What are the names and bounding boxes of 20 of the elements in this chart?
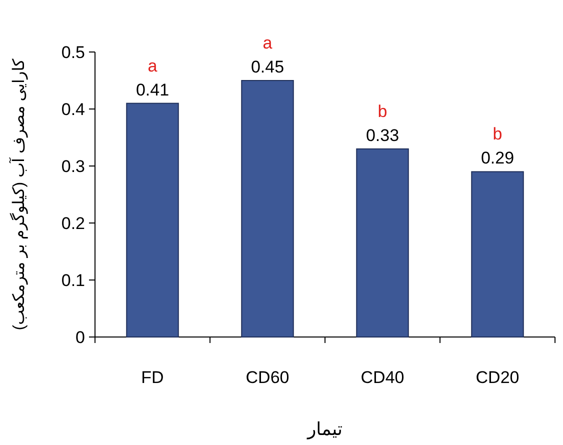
- x-tick-label: CD20: [476, 368, 520, 387]
- annotation: a: [148, 56, 158, 76]
- y-tick-label: 0.5: [61, 43, 85, 62]
- y-tick-label: 0.2: [61, 214, 85, 233]
- y-tick-label: 0: [76, 328, 85, 347]
- x-axis-title: تیمار: [306, 419, 343, 440]
- data-label: 0.29: [480, 148, 514, 168]
- data-label: 0.33: [366, 126, 400, 145]
- y-tick-label: 0.1: [61, 271, 85, 290]
- y-tick-label: 0.4: [61, 100, 85, 119]
- y-tick-label: 0.3: [61, 157, 85, 176]
- annotation: a: [262, 34, 273, 52]
- data-label: 0.41: [136, 80, 170, 100]
- x-tick-label: FD: [141, 368, 164, 387]
- annotation: b: [378, 102, 388, 121]
- x-tick-label: CD40: [360, 368, 404, 387]
- annotation: b: [492, 124, 502, 144]
- y-axis-title: کارایی مصرف آب (کیلوگرم بر مترمکعب): [8, 58, 28, 330]
- x-tick-label: CD60: [246, 368, 290, 387]
- data-label: 0.45: [250, 58, 284, 76]
